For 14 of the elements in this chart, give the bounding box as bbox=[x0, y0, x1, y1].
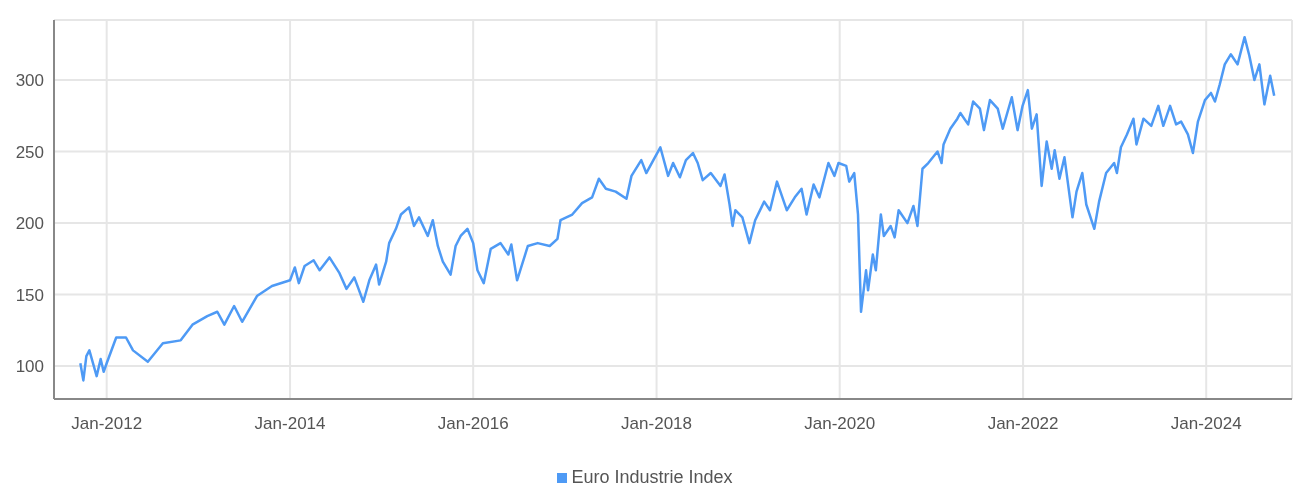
legend-label: Euro Industrie Index bbox=[571, 467, 733, 487]
line-series bbox=[79, 35, 1276, 382]
x-tick-label: Jan-2016 bbox=[437, 414, 509, 434]
y-tick-label: 200 bbox=[15, 214, 44, 234]
x-tick-label: Jan-2012 bbox=[71, 414, 143, 434]
x-tick-label: Jan-2024 bbox=[1170, 414, 1242, 434]
y-tick-label: 100 bbox=[15, 357, 44, 377]
x-tick-label: Jan-2018 bbox=[621, 414, 693, 434]
x-tick-label: Jan-2014 bbox=[254, 414, 326, 434]
x-tick-label: Jan-2020 bbox=[804, 414, 876, 434]
y-tick-label: 150 bbox=[15, 285, 44, 305]
y-tick-label: 300 bbox=[15, 71, 44, 91]
x-tick-label: Jan-2022 bbox=[987, 414, 1059, 434]
y-tick-label: 250 bbox=[15, 142, 44, 162]
